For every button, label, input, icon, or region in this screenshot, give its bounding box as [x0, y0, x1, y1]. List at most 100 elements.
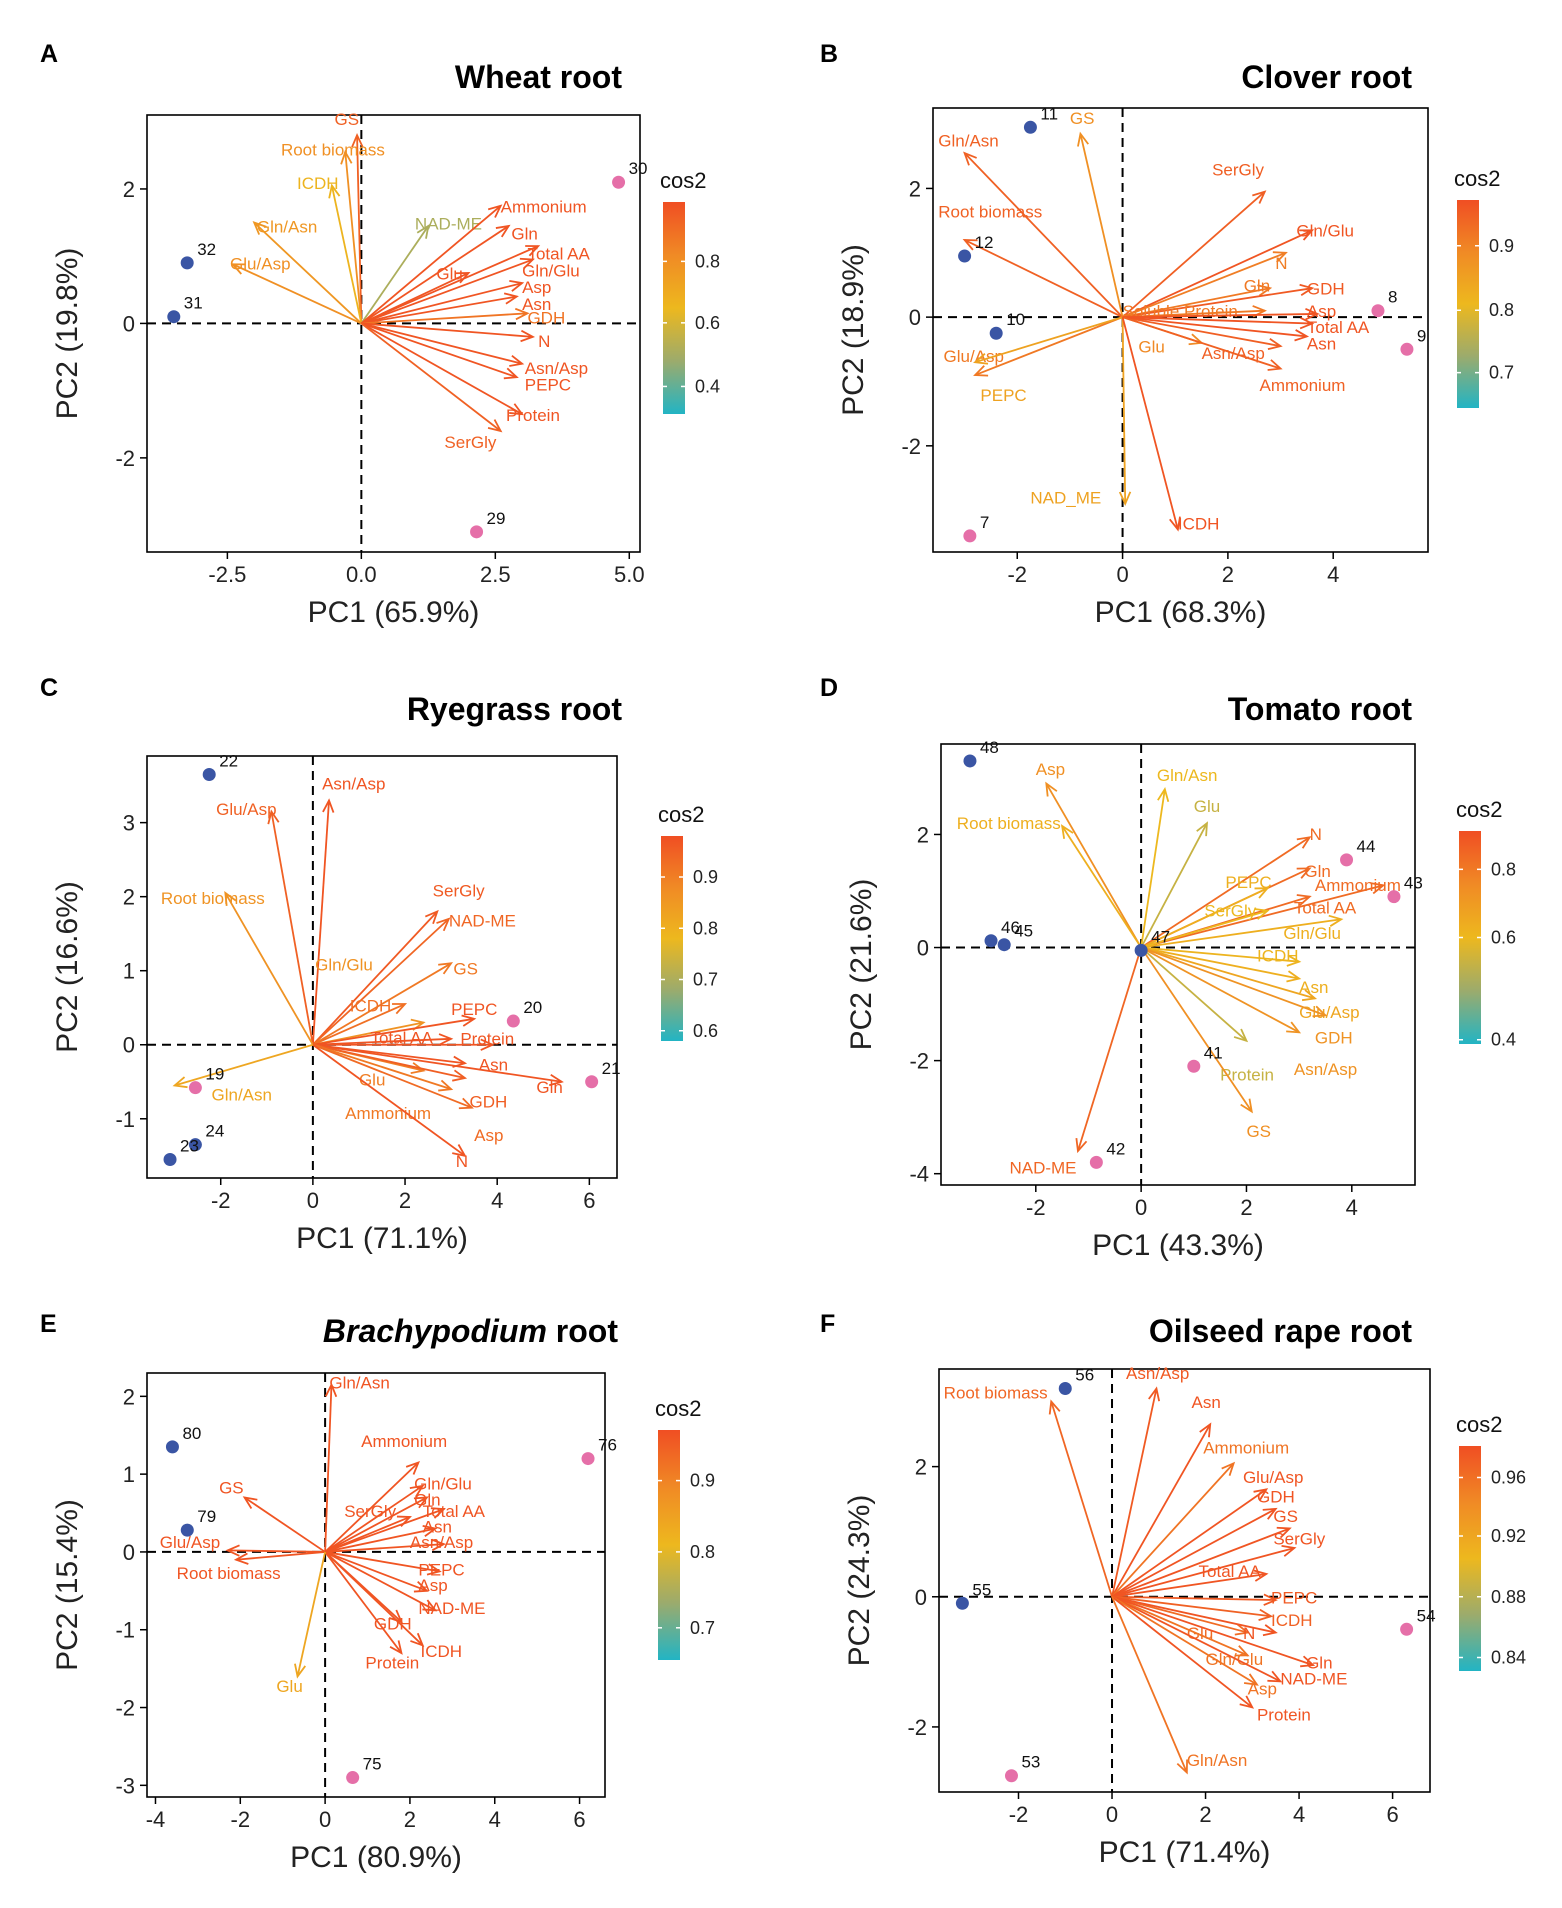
vector-arrowhead — [487, 419, 503, 433]
y-axis-label: PC2 (21.6%) — [845, 879, 878, 1051]
x-tick-label: 0 — [1135, 1195, 1147, 1220]
vector-label: Asn/Asp — [1126, 1364, 1189, 1383]
vector-label: Gln/Glu — [315, 956, 373, 975]
plot-frame — [938, 1368, 1431, 1793]
vector-asp: Asp — [1036, 760, 1142, 948]
y-tick-label: 1 — [123, 1462, 135, 1487]
score-dot — [1187, 1059, 1201, 1073]
vector-gdh: GDH — [361, 307, 565, 327]
vector-arrowhead — [1267, 337, 1283, 351]
vector-arrowhead — [1234, 1623, 1250, 1636]
vector-arrowhead — [389, 1640, 403, 1655]
vector-gln-glu: Gln/Glu — [1111, 1595, 1264, 1669]
vector-arrowhead — [503, 292, 519, 305]
vector-glu: Glu — [1140, 797, 1220, 948]
vector-glu-asp: Glu/Asp — [160, 1533, 326, 1557]
vector-arrowhead — [548, 1074, 564, 1087]
vector-line — [312, 1043, 562, 1083]
chart-title-italic: Brachypodium — [323, 1313, 547, 1349]
plot-frame — [146, 755, 618, 1179]
score-label: 31 — [184, 294, 203, 313]
vector-arrowhead — [426, 1563, 442, 1576]
vector-label: Gln — [536, 1078, 562, 1097]
score-point-7: 7 — [963, 513, 989, 543]
legend-colorbar — [658, 1430, 680, 1660]
vector-asn-asp: Asn/Asp — [325, 1533, 473, 1553]
x-axis-label: PC1 (68.3%) — [1095, 596, 1267, 629]
vector-pepc: PEPC — [361, 322, 571, 395]
vector-line — [324, 1551, 440, 1573]
vector-line — [1122, 316, 1307, 338]
vector-label: Glu/Asp — [160, 1533, 220, 1552]
vector-line — [1140, 909, 1268, 949]
vector-gln: Gln — [324, 1490, 441, 1553]
vector-arrowhead — [1077, 131, 1089, 147]
vector-asp: Asp — [324, 1551, 448, 1595]
vector-label: Gln/Glu — [1206, 1650, 1264, 1669]
panel-letter: D — [820, 674, 838, 702]
score-point-43: 43 — [1387, 874, 1423, 904]
vector-arrowhead — [1157, 787, 1170, 802]
vector-label: GS — [1070, 109, 1095, 128]
vector-line — [1140, 946, 1300, 1034]
vector-pepc: PEPC — [1112, 1588, 1317, 1607]
vector-arrowhead — [1169, 516, 1181, 532]
vector-line — [1140, 946, 1316, 1000]
vector-root-biomass: Root biomass — [177, 1551, 326, 1583]
vector-line — [360, 272, 469, 325]
score-point-76: 76 — [581, 1436, 617, 1466]
vector-arrowhead — [267, 809, 280, 825]
vector-label: Asp — [1307, 302, 1336, 321]
score-dot — [984, 934, 998, 948]
legend-colorbar — [661, 836, 683, 1041]
score-label: 8 — [1388, 288, 1397, 307]
vector-label: Asn/Asp — [525, 359, 588, 378]
vector-gln-asn: Gln/Asn — [938, 132, 1124, 318]
vector-line — [311, 800, 330, 1045]
vector-sergly: SerGly — [324, 1502, 412, 1553]
x-tick-label: 4 — [1346, 1195, 1358, 1220]
vector-arrowhead — [1234, 1645, 1250, 1657]
vector-line — [244, 1496, 326, 1553]
vector-gdh: GDH — [312, 1043, 507, 1112]
panel-letter: B — [820, 40, 838, 68]
vector-glu: Glu — [360, 265, 471, 325]
vector-arrowhead — [410, 1062, 426, 1074]
y-tick-label: 3 — [123, 811, 135, 836]
vector-line — [344, 151, 363, 324]
vector-gln-glu: Gln/Glu — [361, 257, 580, 325]
x-axis-label: PC1 (71.4%) — [1099, 1836, 1271, 1869]
score-point-44: 44 — [1340, 837, 1375, 867]
vector-line — [1111, 1527, 1291, 1598]
vector-label: GDH — [527, 308, 565, 327]
vector-glu-asp: Glu/Asp — [944, 316, 1123, 377]
vector-gln: Gln — [360, 224, 538, 325]
x-tick-label: 0 — [1106, 1802, 1118, 1827]
vector-label: Asp — [1248, 1679, 1277, 1698]
vector-gs: GS — [1140, 947, 1271, 1141]
vector-label: N — [1275, 254, 1287, 273]
vector-pepc: PEPC — [973, 316, 1123, 405]
legend-colorbar — [1459, 1446, 1481, 1671]
x-tick-label: 4 — [1327, 562, 1339, 587]
score-point-19: 19 — [188, 1065, 224, 1095]
vector-arrowhead — [1299, 317, 1315, 330]
vector-total-aa: Total AA — [312, 1028, 454, 1047]
score-label: 10 — [1006, 310, 1025, 329]
panel-a: A Wheat root -2.5 0.0 2.5 5.0 -2 0 2 PC1 (65.9%) P… — [40, 40, 720, 629]
y-tick-label: -1 — [115, 1107, 135, 1132]
vector-line — [1140, 947, 1253, 1113]
y-tick-label: -2 — [115, 1696, 135, 1721]
vector-line — [1079, 133, 1124, 318]
vector-label: ICDH — [297, 174, 339, 193]
vector-ammonium: Ammonium — [312, 1043, 454, 1123]
vector-label: ICDH — [1178, 514, 1220, 533]
score-dot — [1371, 304, 1385, 318]
vector-label: Protein — [1220, 1065, 1274, 1084]
score-dot — [180, 1523, 194, 1537]
y-tick-label: 0 — [123, 311, 135, 336]
vector-arrowhead — [525, 245, 541, 257]
vector-label: Glu/Asp — [1243, 1468, 1303, 1487]
score-point-41: 41 — [1187, 1043, 1223, 1073]
